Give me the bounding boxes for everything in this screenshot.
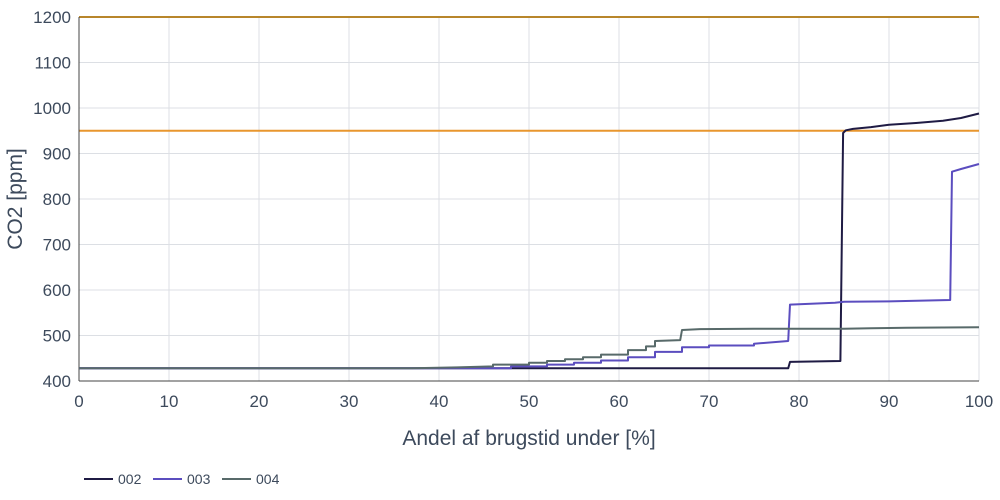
y-tick-label: 1000 [33,99,71,118]
legend-item-003[interactable]: 003 [153,471,211,487]
x-tick-labels: 0 10 20 30 40 50 60 70 80 90 100 [74,392,993,411]
legend-item-002[interactable]: 002 [84,471,142,487]
grid-lines [78,16,980,382]
series-lines [79,112,980,370]
y-tick-label: 600 [43,281,71,300]
x-tick-label: 50 [520,392,539,411]
x-tick-label: 40 [430,392,449,411]
x-tick-label: 90 [880,392,899,411]
y-axis-title: CO2 [ppm] [4,148,27,250]
x-tick-label: 80 [790,392,809,411]
x-tick-label: 30 [340,392,359,411]
x-tick-label: 100 [965,392,993,411]
series-line-004 [79,326,980,370]
x-tick-label: 0 [74,392,83,411]
legend-label: 004 [256,471,280,487]
series-line-003 [79,163,980,370]
y-tick-label: 700 [43,236,71,255]
legend-label: 002 [118,471,142,487]
legend-item-004[interactable]: 004 [222,471,280,487]
y-tick-label: 1100 [34,54,71,73]
y-tick-label: 1200 [33,8,71,27]
x-tick-label: 60 [610,392,629,411]
zero-lines [78,17,979,382]
y-tick-label: 800 [43,190,71,209]
y-tick-label: 900 [43,145,71,164]
x-axis-title: Andel af brugstid under [%] [402,427,655,450]
legend: 002 003 004 [84,471,280,487]
y-tick-label: 400 [43,372,71,391]
x-tick-label: 70 [700,392,719,411]
legend-label: 003 [187,471,211,487]
x-tick-label: 20 [250,392,269,411]
y-tick-label: 500 [43,327,71,346]
series-line-002 [79,112,980,370]
y-tick-labels: 400 500 600 700 800 900 1000 1100 1200 [33,8,71,391]
reference-lines [79,16,979,132]
x-tick-label: 10 [160,392,179,411]
